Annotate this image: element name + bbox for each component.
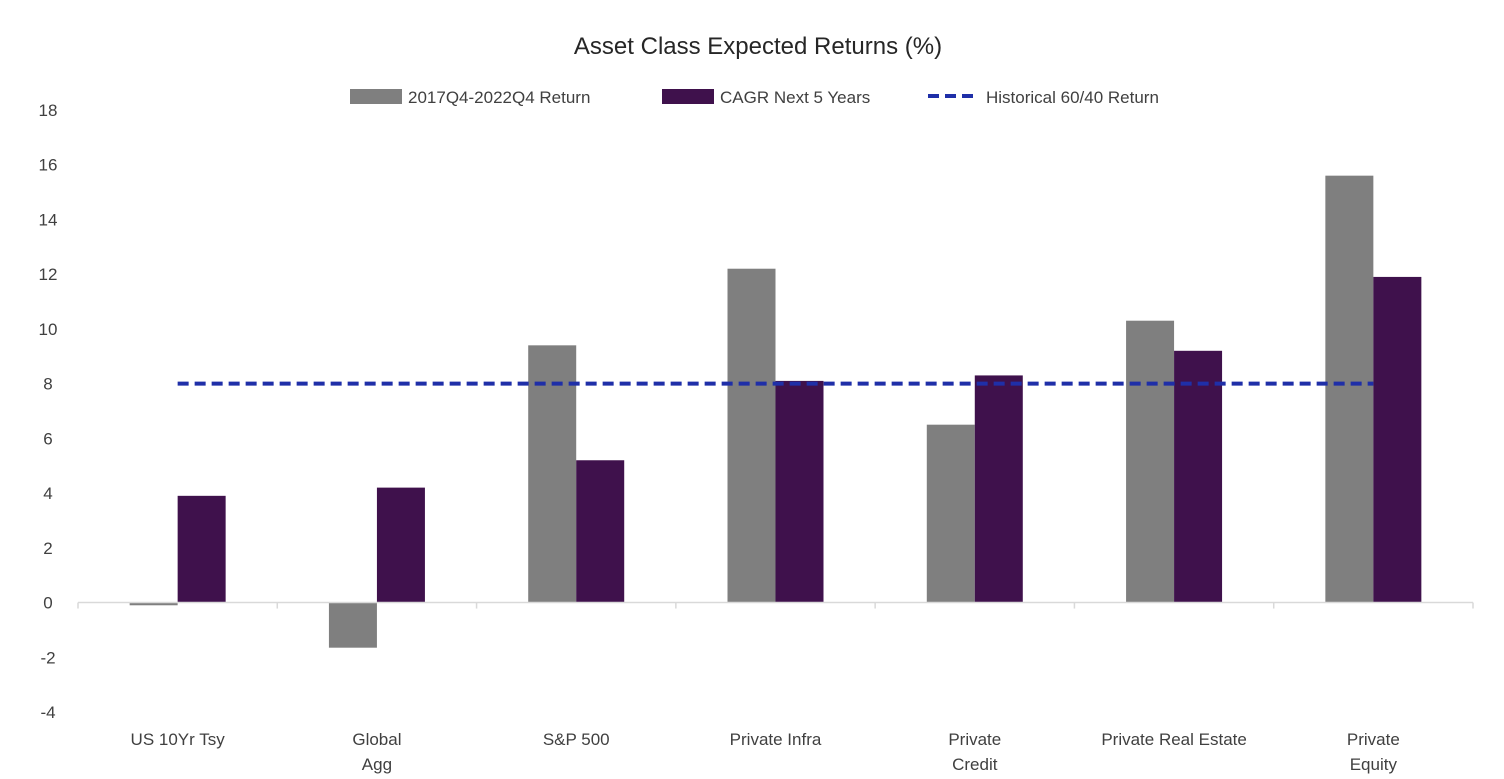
y-tick-label: -2	[40, 648, 55, 667]
y-tick-label: 0	[43, 594, 52, 613]
category-label: Private Infra	[730, 730, 822, 749]
category-label: S&P 500	[543, 730, 610, 749]
legend-label-series-3: Historical 60/40 Return	[986, 88, 1159, 107]
y-tick-label: 18	[39, 101, 58, 120]
legend-label-series-2: CAGR Next 5 Years	[720, 88, 870, 107]
y-tick-label: 16	[39, 156, 58, 175]
y-tick-label: 14	[39, 210, 58, 229]
legend-label-series-1: 2017Q4-2022Q4 Return	[408, 88, 590, 107]
category-label: Private Real Estate	[1101, 730, 1247, 749]
category-label: Private	[948, 730, 1001, 749]
bars	[129, 175, 1422, 648]
x-axis	[77, 601, 1474, 609]
category-label: Agg	[362, 755, 392, 774]
y-axis: 18 16 14 12 10 8 6 4 2 0 -2 -4	[39, 101, 58, 722]
category-label: US 10Yr Tsy	[131, 730, 226, 749]
legend-swatch-series-2	[662, 89, 714, 104]
y-tick-label: -4	[40, 703, 55, 722]
y-tick-label: 12	[39, 265, 58, 284]
bar-series-2-cat-1	[177, 495, 226, 603]
legend-swatch-series-1	[350, 89, 402, 104]
bar-series-2-cat-3	[576, 460, 625, 603]
legend: 2017Q4-2022Q4 Return CAGR Next 5 Years H…	[350, 88, 1159, 107]
y-tick-label: 8	[43, 375, 52, 394]
category-labels: US 10Yr Tsy Global Agg S&P 500 Private Infra…	[131, 730, 1400, 774]
bar-series-1-cat-2	[328, 602, 377, 648]
bar-series-2-cat-2	[376, 487, 425, 603]
y-tick-label: 4	[43, 484, 52, 503]
category-label: Equity	[1350, 755, 1398, 774]
y-tick-label: 6	[43, 429, 52, 448]
bar-series-1-cat-1	[129, 602, 178, 606]
y-tick-label: 10	[39, 320, 58, 339]
bar-series-2-cat-5	[974, 375, 1023, 603]
bar-series-1-cat-7	[1325, 175, 1374, 603]
bar-series-2-cat-4	[775, 380, 824, 603]
chart-title: Asset Class Expected Returns (%)	[574, 33, 942, 60]
bar-series-2-cat-6	[1174, 350, 1223, 603]
bar-series-1-cat-3	[528, 345, 577, 603]
y-tick-label: 2	[43, 539, 52, 558]
category-label: Global	[352, 730, 401, 749]
bar-series-1-cat-5	[926, 424, 975, 603]
bar-series-1-cat-4	[727, 268, 776, 603]
category-label: Credit	[952, 755, 998, 774]
bar-series-1-cat-6	[1126, 320, 1175, 603]
category-label: Private	[1347, 730, 1400, 749]
bar-series-2-cat-7	[1373, 276, 1422, 603]
